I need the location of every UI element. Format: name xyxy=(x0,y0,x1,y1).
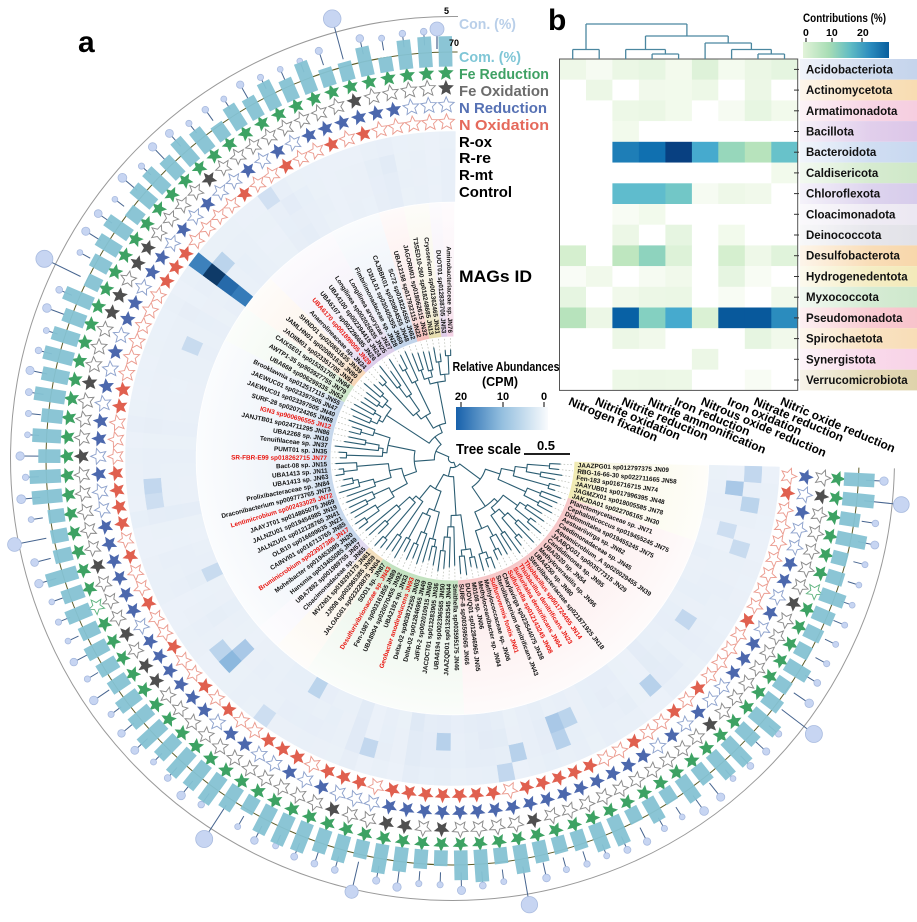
svg-text:R-ox: R-ox xyxy=(459,134,493,151)
svg-text:Chloroflexota: Chloroflexota xyxy=(806,189,881,201)
svg-text:Spirochaetota: Spirochaetota xyxy=(806,334,883,346)
svg-text:10: 10 xyxy=(497,391,509,403)
svg-text:(CPM): (CPM) xyxy=(482,374,518,389)
svg-text:R-re: R-re xyxy=(459,150,491,167)
svg-text:20: 20 xyxy=(857,27,869,39)
svg-text:a: a xyxy=(78,26,95,59)
svg-text:Deinococcota: Deinococcota xyxy=(806,230,882,242)
svg-text:Pseudomonadota: Pseudomonadota xyxy=(806,313,903,325)
svg-text:N Oxidation: N Oxidation xyxy=(459,117,549,134)
svg-text:Desulfobacterota: Desulfobacterota xyxy=(806,251,901,263)
svg-text:Relative Abundances: Relative Abundances xyxy=(453,359,560,374)
svg-text:10: 10 xyxy=(826,27,838,39)
svg-text:Bacteroidota: Bacteroidota xyxy=(806,147,877,159)
svg-text:Fe Reduction: Fe Reduction xyxy=(459,66,549,83)
svg-text:MAGs ID: MAGs ID xyxy=(459,268,532,286)
svg-text:Synergistota: Synergistota xyxy=(806,354,876,366)
svg-text:Hydrogenedentota: Hydrogenedentota xyxy=(806,272,908,284)
svg-text:20: 20 xyxy=(455,391,467,403)
svg-text:5: 5 xyxy=(444,6,449,16)
svg-text:Con. (%): Con. (%) xyxy=(459,16,516,33)
svg-text:Bacillota: Bacillota xyxy=(806,127,855,139)
svg-text:0: 0 xyxy=(803,27,809,39)
svg-text:R-mt: R-mt xyxy=(459,167,493,184)
svg-text:Myxococcota: Myxococcota xyxy=(806,292,879,304)
svg-text:Verrucomicrobiota: Verrucomicrobiota xyxy=(806,375,908,387)
svg-text:Cloacimonadota: Cloacimonadota xyxy=(806,209,896,221)
svg-text:Control: Control xyxy=(459,184,512,201)
svg-text:Armatimonadota: Armatimonadota xyxy=(806,106,898,118)
svg-text:0: 0 xyxy=(541,391,547,403)
svg-text:Contributions (%): Contributions (%) xyxy=(803,13,886,25)
svg-text:Acidobacteriota: Acidobacteriota xyxy=(806,64,894,76)
svg-text:0.5: 0.5 xyxy=(537,438,555,453)
svg-text:Tree scale: Tree scale xyxy=(456,441,521,458)
svg-text:Fe Oxidation: Fe Oxidation xyxy=(459,83,549,100)
svg-text:Actinomycetota: Actinomycetota xyxy=(806,85,893,97)
svg-text:Caldisericota: Caldisericota xyxy=(806,168,879,180)
svg-text:70: 70 xyxy=(449,38,459,48)
svg-text:b: b xyxy=(548,4,566,37)
svg-text:N Reduction: N Reduction xyxy=(459,100,547,117)
svg-text:Com. (%): Com. (%) xyxy=(459,49,521,66)
